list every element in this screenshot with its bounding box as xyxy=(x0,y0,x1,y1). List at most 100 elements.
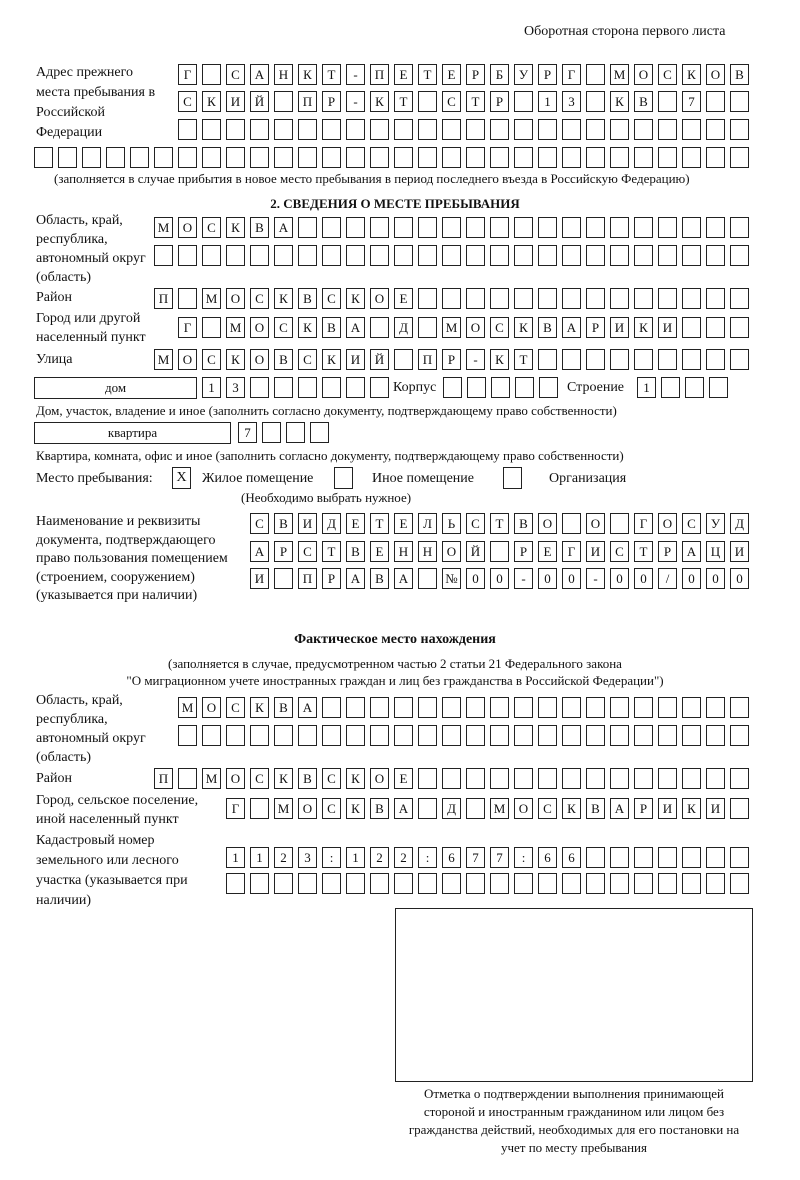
char-cell[interactable]: Р xyxy=(490,91,509,112)
char-cell[interactable]: Б xyxy=(490,64,509,85)
char-cell[interactable] xyxy=(394,697,413,718)
char-cell[interactable] xyxy=(634,245,653,266)
char-cell[interactable] xyxy=(538,725,557,746)
char-cell[interactable] xyxy=(514,288,533,309)
char-cell[interactable]: О xyxy=(706,64,725,85)
char-cell[interactable] xyxy=(562,768,581,789)
char-cell[interactable]: 1 xyxy=(226,847,245,868)
char-cell[interactable]: К xyxy=(250,697,269,718)
char-cell[interactable] xyxy=(58,147,77,168)
char-cell[interactable] xyxy=(442,217,461,238)
char-cell[interactable]: 7 xyxy=(466,847,485,868)
char-cell[interactable] xyxy=(586,119,605,140)
char-cell[interactable] xyxy=(490,288,509,309)
char-cell[interactable] xyxy=(658,217,677,238)
char-cell[interactable] xyxy=(730,288,749,309)
char-cell[interactable]: Е xyxy=(538,541,557,562)
char-cell[interactable]: В xyxy=(634,91,653,112)
char-cell[interactable]: А xyxy=(394,568,413,589)
char-cell[interactable] xyxy=(322,377,341,398)
char-cell[interactable] xyxy=(682,847,701,868)
char-cell[interactable] xyxy=(706,349,725,370)
char-cell[interactable]: Й xyxy=(466,541,485,562)
char-cell[interactable] xyxy=(706,873,725,894)
char-cell[interactable] xyxy=(610,768,629,789)
char-cell[interactable] xyxy=(562,349,581,370)
char-cell[interactable] xyxy=(586,64,605,85)
char-cell[interactable]: О xyxy=(514,798,533,819)
char-cell[interactable]: М xyxy=(274,798,293,819)
char-cell[interactable] xyxy=(178,245,197,266)
char-cell[interactable]: А xyxy=(346,568,365,589)
char-cell[interactable]: П xyxy=(418,349,437,370)
char-cell[interactable] xyxy=(443,377,462,398)
char-cell[interactable] xyxy=(538,697,557,718)
char-cell[interactable] xyxy=(586,288,605,309)
char-cell[interactable] xyxy=(730,349,749,370)
char-cell[interactable] xyxy=(682,697,701,718)
char-cell[interactable] xyxy=(682,349,701,370)
char-cell[interactable] xyxy=(298,147,317,168)
char-cell[interactable]: И xyxy=(730,541,749,562)
char-cell[interactable]: А xyxy=(250,541,269,562)
char-cell[interactable]: О xyxy=(586,513,605,534)
char-cell[interactable] xyxy=(394,873,413,894)
char-cell[interactable] xyxy=(274,725,293,746)
char-cell[interactable] xyxy=(274,91,293,112)
char-cell[interactable] xyxy=(538,119,557,140)
char-cell[interactable]: 0 xyxy=(634,568,653,589)
char-cell[interactable] xyxy=(730,768,749,789)
char-cell[interactable] xyxy=(562,119,581,140)
char-cell[interactable]: С xyxy=(178,91,197,112)
char-cell[interactable] xyxy=(514,768,533,789)
char-cell[interactable]: О xyxy=(658,513,677,534)
char-cell[interactable]: В xyxy=(274,513,293,534)
char-cell[interactable] xyxy=(466,288,485,309)
char-cell[interactable] xyxy=(682,873,701,894)
char-cell[interactable] xyxy=(250,725,269,746)
char-cell[interactable]: Р xyxy=(274,541,293,562)
char-cell[interactable] xyxy=(586,147,605,168)
char-cell[interactable] xyxy=(346,147,365,168)
char-cell[interactable] xyxy=(538,288,557,309)
char-cell[interactable] xyxy=(730,317,749,338)
char-cell[interactable] xyxy=(610,697,629,718)
char-cell[interactable]: - xyxy=(346,91,365,112)
char-cell[interactable] xyxy=(418,217,437,238)
char-cell[interactable] xyxy=(538,245,557,266)
char-cell[interactable]: Г xyxy=(634,513,653,534)
char-cell[interactable] xyxy=(466,245,485,266)
char-cell[interactable]: Т xyxy=(322,541,341,562)
char-cell[interactable]: - xyxy=(586,568,605,589)
char-cell[interactable]: : xyxy=(514,847,533,868)
char-cell[interactable] xyxy=(658,288,677,309)
char-cell[interactable] xyxy=(706,697,725,718)
char-cell[interactable]: К xyxy=(370,91,389,112)
char-cell[interactable]: Д xyxy=(730,513,749,534)
char-cell[interactable] xyxy=(682,288,701,309)
char-cell[interactable]: 3 xyxy=(226,377,245,398)
char-cell[interactable] xyxy=(658,349,677,370)
char-cell[interactable] xyxy=(154,245,173,266)
char-cell[interactable] xyxy=(538,349,557,370)
char-cell[interactable] xyxy=(226,245,245,266)
char-cell[interactable]: 7 xyxy=(682,91,701,112)
char-cell[interactable] xyxy=(682,317,701,338)
char-cell[interactable]: Д xyxy=(394,317,413,338)
char-cell[interactable] xyxy=(274,568,293,589)
char-cell[interactable] xyxy=(514,119,533,140)
char-cell[interactable] xyxy=(538,768,557,789)
char-cell[interactable]: 3 xyxy=(562,91,581,112)
char-cell[interactable]: С xyxy=(658,64,677,85)
char-cell[interactable] xyxy=(178,768,197,789)
char-cell[interactable] xyxy=(178,119,197,140)
char-cell[interactable]: 0 xyxy=(706,568,725,589)
char-cell[interactable]: П xyxy=(298,91,317,112)
char-cell[interactable] xyxy=(634,119,653,140)
char-cell[interactable]: С xyxy=(202,217,221,238)
char-cell[interactable]: С xyxy=(298,541,317,562)
char-cell[interactable] xyxy=(370,317,389,338)
char-cell[interactable]: В xyxy=(298,288,317,309)
char-cell[interactable]: С xyxy=(250,513,269,534)
char-cell[interactable] xyxy=(658,768,677,789)
